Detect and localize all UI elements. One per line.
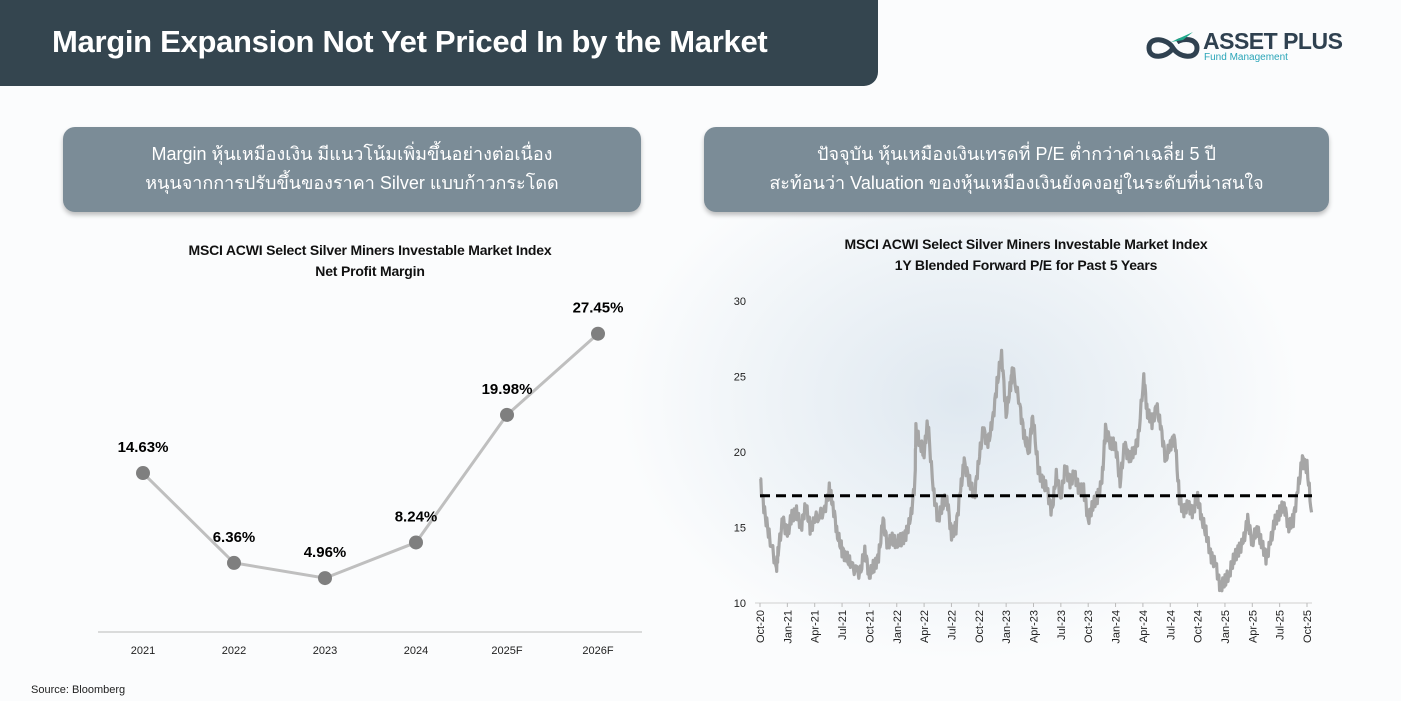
x-tick-label: 2026F — [582, 645, 613, 657]
data-label: 27.45% — [573, 300, 624, 317]
asset-plus-logo: ASSET PLUS Fund Management — [1143, 26, 1373, 68]
data-point — [591, 326, 605, 341]
x-tick-label: Jan-22 — [892, 610, 904, 644]
right-callout-line2: สะท้อนว่า Valuation ของหุ้นเหมืองเงินยัง… — [769, 173, 1264, 193]
y-tick-label: 20 — [734, 447, 746, 459]
x-tick-label: Apr-22 — [919, 610, 931, 643]
x-tick-label: Jan-24 — [1111, 610, 1123, 644]
page-title: Margin Expansion Not Yet Priced In by th… — [52, 24, 768, 59]
data-label: 14.63% — [118, 439, 169, 456]
x-tick-label: 2022 — [222, 645, 246, 657]
x-tick-label: Oct-21 — [864, 610, 876, 643]
x-tick-label: Jul-21 — [837, 610, 849, 640]
y-tick-label: 15 — [734, 523, 746, 535]
data-label: 8.24% — [395, 508, 438, 525]
left-callout: Margin หุ้นเหมืองเงิน มีแนวโน้มเพิ่มขึ้น… — [63, 127, 641, 212]
x-tick-label: 2025F — [491, 645, 522, 657]
data-point — [409, 535, 423, 550]
data-point — [500, 407, 514, 422]
x-tick-label: Apr-21 — [810, 610, 822, 643]
x-tick-label: Oct-22 — [974, 610, 986, 643]
margin-chart-title: MSCI ACWI Select Silver Miners Investabl… — [120, 240, 620, 282]
x-tick-label: 2024 — [404, 645, 428, 657]
x-tick-label: Jul-22 — [946, 610, 958, 640]
x-tick-label: Apr-25 — [1247, 610, 1259, 643]
data-point — [136, 466, 150, 481]
x-tick-label: Jan-21 — [782, 610, 794, 644]
pe-chart-title: MSCI ACWI Select Silver Miners Investabl… — [776, 234, 1276, 276]
y-tick-label: 10 — [734, 598, 746, 610]
x-tick-label: Jan-23 — [1001, 610, 1013, 644]
data-point — [227, 555, 241, 570]
infinity-logo-icon — [1146, 32, 1200, 59]
logo-subtitle: Fund Management — [1204, 52, 1288, 63]
right-callout: ปัจจุบัน หุ้นเหมืองเงินเทรดที่ P/E ต่ำกว… — [704, 127, 1329, 212]
left-callout-line2: หนุนจากการปรับขึ้นของราคา Silver แบบก้าว… — [145, 173, 559, 193]
x-tick-label: Oct-23 — [1083, 610, 1095, 643]
x-tick-label: Oct-24 — [1193, 610, 1205, 643]
x-tick-label: Apr-24 — [1138, 610, 1150, 643]
x-tick-label: 2021 — [131, 645, 155, 657]
x-tick-label: Oct-25 — [1302, 610, 1314, 643]
y-tick-label: 25 — [734, 372, 746, 384]
x-tick-label: Jan-25 — [1220, 610, 1232, 644]
x-tick-label: Oct-20 — [755, 610, 767, 643]
margin-chart-title-line1: MSCI ACWI Select Silver Miners Investabl… — [188, 242, 552, 258]
x-tick-label: 2023 — [313, 645, 337, 657]
pe-chart-title-line1: MSCI ACWI Select Silver Miners Investabl… — [844, 236, 1208, 252]
data-point — [318, 571, 332, 586]
right-callout-line1: ปัจจุบัน หุ้นเหมืองเงินเทรดที่ P/E ต่ำกว… — [817, 144, 1216, 164]
margin-series-line — [141, 332, 599, 580]
x-tick-label: Jul-24 — [1165, 610, 1177, 640]
title-bar: Margin Expansion Not Yet Priced In by th… — [0, 0, 878, 86]
margin-chart-subtitle: Net Profit Margin — [315, 263, 425, 279]
x-tick-label: Apr-23 — [1029, 610, 1041, 643]
left-callout-line1: Margin หุ้นเหมืองเงิน มีแนวโน้มเพิ่มขึ้น… — [151, 144, 553, 164]
pe-series-line — [759, 348, 1314, 593]
x-tick-label: Jul-25 — [1275, 610, 1287, 640]
data-label: 6.36% — [213, 529, 256, 546]
data-label: 19.98% — [482, 381, 533, 398]
x-tick-label: Jul-23 — [1056, 610, 1068, 640]
pe-chart-subtitle: 1Y Blended Forward P/E for Past 5 Years — [894, 257, 1158, 273]
logo-name: ASSET PLUS — [1203, 28, 1343, 54]
data-label: 4.96% — [304, 544, 347, 561]
source-note: Source: Bloomberg — [31, 684, 126, 696]
y-tick-label: 30 — [734, 296, 746, 308]
